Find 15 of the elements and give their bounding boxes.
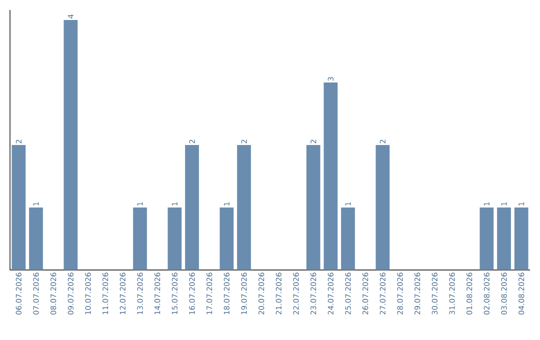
- bar: [376, 144, 390, 270]
- bar: [237, 144, 251, 270]
- bar: [497, 208, 511, 270]
- bar: [168, 208, 182, 270]
- bar: [341, 208, 355, 270]
- bar: [185, 144, 199, 270]
- bar: [480, 208, 494, 270]
- bar: [220, 208, 234, 270]
- bar: [12, 144, 26, 270]
- bar: [306, 144, 320, 270]
- bar: [29, 208, 43, 270]
- bar: [64, 20, 78, 270]
- bar: [324, 82, 338, 270]
- bar: [133, 208, 147, 270]
- bar: [514, 208, 528, 270]
